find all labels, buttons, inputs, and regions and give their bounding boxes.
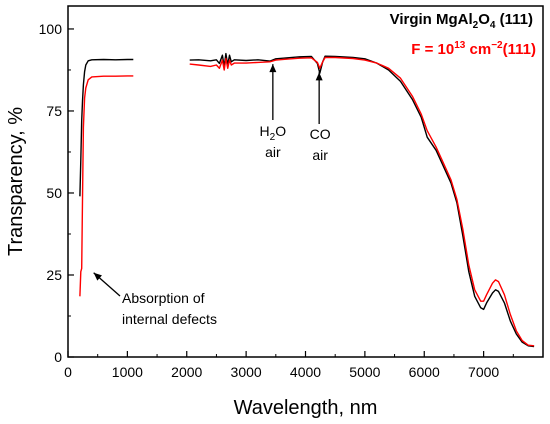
x-tick-label-4: 4000 [290,364,321,380]
x-tick-label-1: 1000 [112,364,143,380]
series-1-segment-1 [189,56,535,347]
arrow-h2o-head [269,64,277,73]
x-tick-label-2: 2000 [171,364,202,380]
x-axis-title: Wavelength, nm [234,397,378,419]
annotations: H2O air CO air Absorption of internal de… [122,123,331,327]
series-layer [79,52,535,348]
annotation-arrows [93,64,323,297]
arrow-co-head [315,72,323,81]
legend: Virgin MgAl2O4 (111) F = 1013 cm−2(111) [390,11,536,58]
annotation-co-air: air [312,147,328,163]
y-tick-label-0: 0 [54,349,62,365]
legend-entry-virgin: Virgin MgAl2O4 (111) [390,11,533,31]
y-tick-label-3: 75 [46,103,62,119]
x-tick-label-0: 0 [64,364,72,380]
y-tick-label-1: 25 [46,267,62,283]
arrow-defects-head [93,272,102,281]
x-tick-label-7: 7000 [468,364,499,380]
x-tick-label-5: 5000 [349,364,380,380]
series-0-segment-1 [189,52,535,348]
x-tick-label-6: 6000 [409,364,440,380]
y-tick-label-2: 50 [46,185,62,201]
annotation-defects-line2: internal defects [122,311,217,327]
legend-entry-irradiated: F = 1013 cm−2(111) [411,40,536,58]
ticks-layer: 0 1000 2000 3000 4000 5000 6000 7000 0 25 50 75 100 [39,21,514,380]
annotation-defects-line1: Absorption of [122,290,205,306]
annotation-h2o-air: air [265,144,281,160]
series-1-segment-0 [79,75,134,297]
annotation-co-label: CO [310,126,331,142]
series-0-segment-0 [79,58,134,197]
y-tick-label-4: 100 [39,21,63,37]
annotation-h2o-label: H2O [260,123,287,143]
y-axis-title: Transparency, % [5,107,27,256]
x-tick-label-3: 3000 [231,364,262,380]
